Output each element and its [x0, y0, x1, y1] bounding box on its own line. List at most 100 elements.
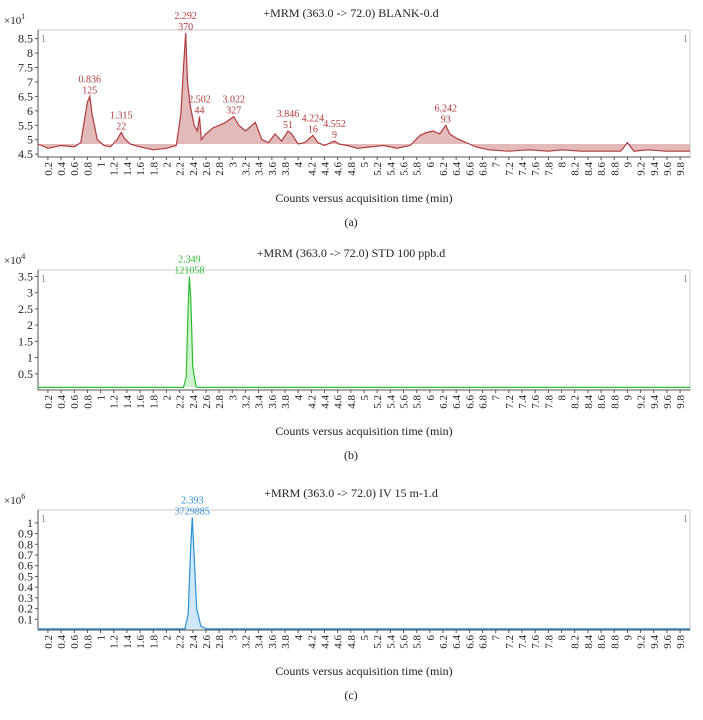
x-tick-label-b: 5 [359, 395, 371, 401]
peak-time-label-a: 2.292 [174, 11, 197, 22]
x-tick-label-b: 3.2 [240, 395, 252, 409]
x-tick-label-a: 1.6 [135, 162, 147, 176]
peak-time-label-a: 3.022 [222, 95, 245, 106]
plot-frame-c [37, 509, 691, 631]
chromatogram-trace-c [38, 517, 690, 630]
x-tick-label-b: 5.2 [372, 395, 384, 409]
y-tick-label-b: 2 [27, 318, 33, 332]
y-tick-label-b: 3.5 [18, 269, 33, 283]
x-tick-label-a: 7.2 [504, 162, 516, 176]
x-tick-label-b: 6.8 [478, 395, 490, 409]
x-tick-label-a: 6 [425, 162, 437, 168]
x-tick-label-c: 7.2 [504, 635, 516, 649]
x-tick-label-c: 1 [96, 635, 108, 641]
plot-frame-a [37, 29, 691, 158]
x-tick-label-b: 2.4 [188, 395, 200, 409]
peak-area-b [38, 276, 690, 388]
x-tick-label-a: 2 [161, 162, 173, 168]
panel-caption-a: (a) [344, 215, 357, 229]
x-tick-label-c: 4.6 [333, 635, 345, 649]
x-tick-label-a: 7.6 [530, 162, 542, 176]
corner-marker-right-a: 1 [683, 34, 688, 45]
peak-time-label-a: 0.836 [79, 74, 102, 85]
x-tick-label-c: 6.4 [451, 635, 463, 649]
x-tick-label-b: 3.4 [254, 395, 266, 409]
x-tick-label-a: 2.2 [175, 162, 187, 176]
x-tick-label-c: 3 [227, 635, 239, 641]
corner-marker-left-b: 1 [41, 274, 46, 285]
x-tick-label-c: 6.6 [464, 635, 476, 649]
y-tick-label-a: 7 [27, 75, 33, 89]
x-tick-label-b: 9.6 [662, 395, 674, 409]
chromatogram-trace-a [37, 32, 690, 152]
y-multiplier-exp-c: 6 [21, 492, 25, 501]
peak-time-label-b: 2.349 [178, 254, 201, 265]
x-tick-label-a: 0.8 [82, 162, 94, 176]
x-tick-label-c: 5 [359, 635, 371, 641]
x-tick-label-b: 7.2 [504, 395, 516, 409]
x-tick-label-c: 0.2 [43, 635, 55, 649]
x-tick-label-a: 0.4 [56, 162, 68, 176]
peak-time-label-a: 4.552 [323, 119, 346, 130]
y-tick-label-a: 5 [27, 133, 33, 147]
x-tick-label-c: 1.6 [135, 635, 147, 649]
x-tick-label-c: 6.2 [438, 635, 450, 649]
x-tick-label-a: 0.2 [43, 162, 55, 176]
y-tick-label-a: 7.5 [18, 61, 33, 75]
peak-area-label-a: 16 [308, 124, 318, 135]
x-tick-label-b: 2.2 [175, 395, 187, 409]
x-tick-label-c: 3.6 [267, 635, 279, 649]
y-tick-label-c: 0.5 [18, 569, 33, 583]
x-tick-label-c: 5.8 [412, 635, 424, 649]
x-tick-label-b: 9.8 [675, 395, 687, 409]
y-tick-label-c: 0.2 [18, 602, 33, 616]
y-tick-label-c: 0.7 [18, 548, 33, 562]
peak-time-label-a: 3.846 [277, 109, 300, 120]
x-tick-label-c: 6 [425, 635, 437, 641]
chart-title-b: +MRM (363.0 -> 72.0) STD 100 ppb.d [257, 246, 446, 260]
y-tick-label-c: 0.9 [18, 527, 33, 541]
x-tick-label-b: 4 [293, 395, 305, 401]
chromatogram-trace-b [38, 276, 690, 388]
x-tick-label-c: 7.8 [543, 635, 555, 649]
peak-area-label-a: 327 [226, 106, 241, 117]
x-tick-label-b: 7.8 [543, 395, 555, 409]
x-tick-label-c: 2.4 [188, 635, 200, 649]
x-tick-label-c: 2.2 [175, 635, 187, 649]
x-tick-label-b: 7.4 [517, 395, 529, 409]
x-tick-label-a: 4.6 [333, 162, 345, 176]
y-tick-label-c: 0.6 [18, 559, 33, 573]
x-tick-label-a: 6.2 [438, 162, 450, 176]
x-tick-label-a: 1.4 [122, 162, 134, 176]
y-tick-label-c: 1 [27, 516, 33, 530]
x-tick-label-c: 0.4 [56, 635, 68, 649]
chromatogram-panel-a: +MRM (363.0 -> 72.0) BLANK-0.d ×101 1 1 4.5 5… [0, 0, 703, 240]
x-tick-label-b: 1.6 [135, 395, 147, 409]
x-tick-label-a: 5.8 [412, 162, 424, 176]
x-tick-label-c: 9.4 [649, 635, 661, 649]
y-tick-label-c: 0.4 [18, 580, 33, 594]
x-tick-label-c: 2.6 [201, 635, 213, 649]
x-tick-label-c: 4.4 [319, 635, 331, 649]
x-tick-label-c: 9.6 [662, 635, 674, 649]
chromatogram-panel-b: +MRM (363.0 -> 72.0) STD 100 ppb.d ×104 1 1… [0, 240, 703, 480]
x-tick-label-b: 5.4 [385, 395, 397, 409]
peak-area-label-b: 121058 [174, 265, 204, 276]
x-tick-label-a: 8.2 [570, 162, 582, 176]
x-tick-label-c: 9.8 [675, 635, 687, 649]
corner-marker-left-a: 1 [41, 34, 46, 45]
x-tick-label-a: 6.8 [478, 162, 490, 176]
y-tick-label-a: 8 [27, 46, 33, 60]
x-tick-label-a: 8.8 [609, 162, 621, 176]
y-multiplier-exp-a: 1 [21, 12, 25, 21]
y-tick-label-a: 8.5 [18, 32, 33, 46]
x-tick-label-a: 5 [359, 162, 371, 168]
x-tick-label-b: 4.4 [319, 395, 331, 409]
x-tick-label-a: 8 [557, 162, 569, 168]
corner-marker-left-c: 1 [41, 514, 46, 525]
x-tick-label-a: 6.6 [464, 162, 476, 176]
x-tick-label-b: 8.6 [596, 395, 608, 409]
x-tick-label-c: 8.8 [609, 635, 621, 649]
